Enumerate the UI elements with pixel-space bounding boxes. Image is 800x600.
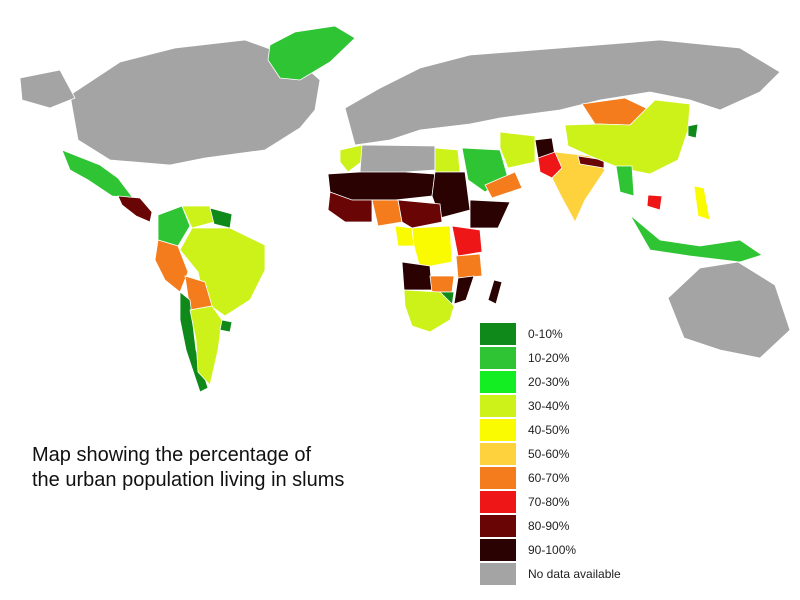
region-zambia bbox=[429, 275, 455, 293]
legend-item: 20-30% bbox=[479, 370, 651, 394]
region-north-america bbox=[19, 69, 76, 109]
legend-item: 70-80% bbox=[479, 490, 651, 514]
region-brazil bbox=[179, 227, 266, 317]
region-east-africa bbox=[451, 225, 483, 257]
region-cambodia bbox=[646, 194, 663, 211]
legend-swatch bbox=[480, 371, 516, 393]
legend-item: 80-90% bbox=[479, 514, 651, 538]
legend-swatch bbox=[480, 563, 516, 585]
legend-label: 70-80% bbox=[528, 495, 570, 509]
region-myanmar bbox=[615, 165, 635, 197]
legend-swatch bbox=[480, 491, 516, 513]
legend-swatch bbox=[480, 515, 516, 537]
region-greenland bbox=[267, 25, 356, 81]
legend-swatch bbox=[480, 467, 516, 489]
legend-item: 50-60% bbox=[479, 442, 651, 466]
legend-label: 10-20% bbox=[528, 351, 570, 365]
legend-label: 80-90% bbox=[528, 519, 570, 533]
region-yemen-oman bbox=[484, 171, 523, 199]
region-tanzania bbox=[455, 253, 483, 279]
legend-swatch bbox=[480, 323, 516, 345]
legend-swatch bbox=[480, 419, 516, 441]
region-north-america bbox=[69, 39, 321, 166]
region-central-africa bbox=[397, 199, 443, 229]
region-madagascar bbox=[487, 279, 503, 305]
region-sudan bbox=[431, 171, 471, 219]
caption-line-1: Map showing the percentage of bbox=[32, 444, 312, 466]
region-sahel bbox=[327, 171, 436, 201]
region-angola bbox=[401, 261, 433, 291]
legend-label: 40-50% bbox=[528, 423, 570, 437]
region-china bbox=[564, 99, 691, 175]
legend-swatch bbox=[480, 539, 516, 561]
region-uruguay bbox=[219, 319, 233, 333]
region-algeria-libya bbox=[359, 144, 436, 177]
region-colombia bbox=[157, 205, 191, 247]
region-iran bbox=[499, 131, 536, 169]
legend-item: 90-100% bbox=[479, 538, 651, 562]
legend-item: 0-10% bbox=[479, 322, 651, 346]
caption-line-2: the urban population living in slums bbox=[32, 469, 345, 491]
legend-label: 60-70% bbox=[528, 471, 570, 485]
legend-item: 60-70% bbox=[479, 466, 651, 490]
region-west-africa-coast bbox=[327, 191, 373, 223]
legend-label: 30-40% bbox=[528, 399, 570, 413]
region-egypt bbox=[434, 147, 461, 173]
legend-item: 40-50% bbox=[479, 418, 651, 442]
legend-label: No data available bbox=[528, 567, 621, 581]
region-dr-congo bbox=[411, 225, 453, 269]
region-australia bbox=[667, 261, 791, 359]
legend-item: No data available bbox=[479, 562, 651, 586]
legend-label: 0-10% bbox=[528, 327, 563, 341]
map-caption: Map showing the percentage of the urban … bbox=[32, 443, 344, 493]
legend-swatch bbox=[480, 395, 516, 417]
region-argentina bbox=[189, 305, 223, 386]
region-ethiopia bbox=[469, 199, 511, 229]
legend-label: 20-30% bbox=[528, 375, 570, 389]
region-southern-africa bbox=[403, 289, 455, 333]
region-philippines bbox=[693, 185, 711, 221]
map-legend: 0-10% 10-20% 20-30% 30-40% 40-50% 50-60% 60-70… bbox=[479, 322, 651, 586]
region-nigeria bbox=[371, 199, 403, 227]
legend-item: 30-40% bbox=[479, 394, 651, 418]
region-gabon bbox=[394, 225, 415, 247]
legend-item: 10-20% bbox=[479, 346, 651, 370]
legend-swatch bbox=[480, 347, 516, 369]
region-central-america bbox=[117, 195, 153, 223]
legend-label: 90-100% bbox=[528, 543, 577, 557]
region-north-korea bbox=[687, 123, 699, 139]
region-europe-russia bbox=[344, 39, 781, 146]
legend-label: 50-60% bbox=[528, 447, 570, 461]
region-mozambique bbox=[453, 275, 475, 305]
region-indonesia bbox=[629, 214, 763, 263]
region-guianas bbox=[209, 207, 233, 229]
region-morocco bbox=[339, 144, 365, 173]
legend-swatch bbox=[480, 443, 516, 465]
